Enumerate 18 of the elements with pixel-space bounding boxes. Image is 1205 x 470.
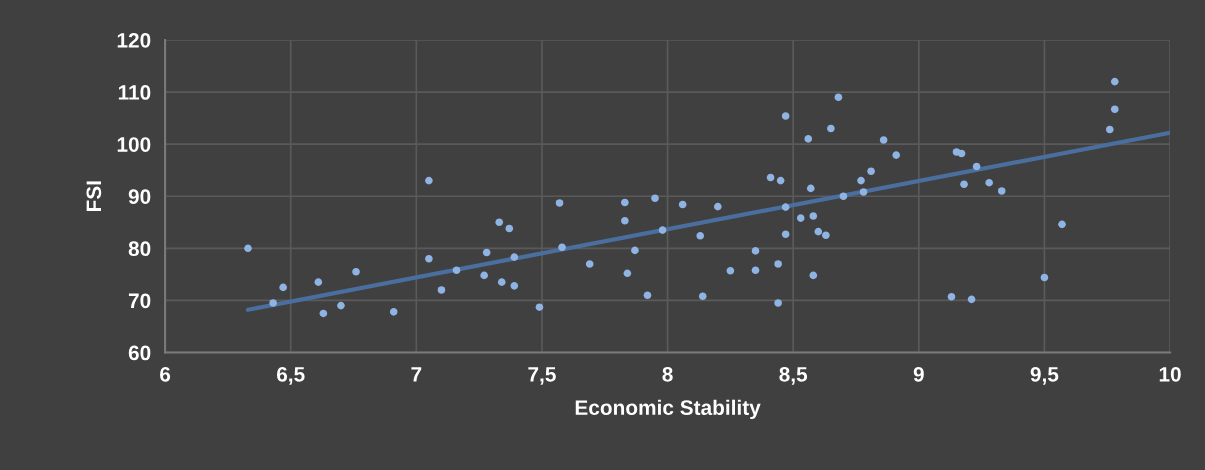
y-tick-label: 100 — [117, 137, 151, 152]
y-tick-label: 80 — [128, 241, 151, 257]
y-axis-title: FSI — [86, 181, 102, 212]
y-tick-label: 90 — [128, 189, 151, 204]
x-tick-label: 7 — [411, 367, 422, 382]
x-tick-label: 8,5 — [779, 366, 808, 385]
x-tick-label: 9 — [913, 366, 924, 382]
y-tick-label: 60 — [128, 345, 151, 361]
x-tick-label: 7,5 — [528, 367, 556, 385]
x-tick-label: 9,5 — [1030, 366, 1059, 385]
x-axis-title: Economic Stability — [575, 399, 761, 420]
y-tick-label: 70 — [128, 293, 151, 309]
y-tick-label: 120 — [117, 32, 151, 48]
x-tick-label: 10 — [1159, 366, 1181, 382]
x-tick-label: 8 — [662, 366, 673, 382]
x-tick-label: 6 — [160, 366, 171, 382]
x-tick-label: 6,5 — [276, 366, 305, 385]
y-tick-label: 110 — [118, 85, 151, 100]
